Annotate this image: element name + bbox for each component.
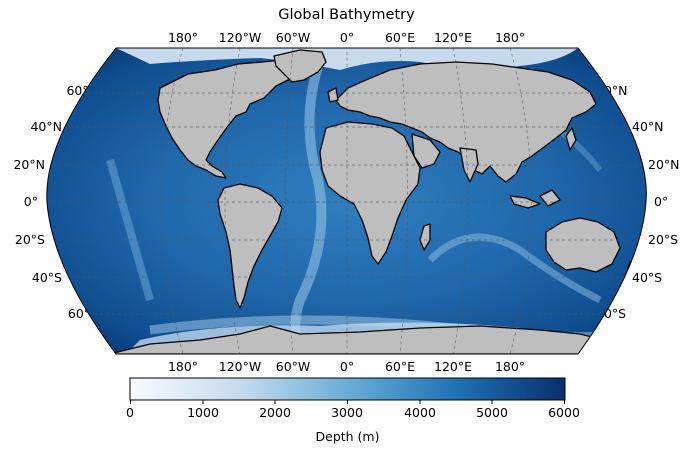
- lon-label-bottom-60w: 60°W: [275, 359, 311, 374]
- lon-label-bottom-180w: 180°: [167, 359, 199, 374]
- lat-label-right-20n: 20°N: [648, 157, 680, 172]
- lat-label-left-40n: 40°N: [30, 119, 62, 134]
- lon-label-bottom-0: 0°: [339, 359, 355, 374]
- lon-label-top-60e: 60°E: [384, 30, 416, 45]
- colorbar-tick-0: 0: [126, 405, 134, 420]
- colorbar-tick-6000: 6000: [548, 405, 580, 420]
- lat-label-left-0: 0°: [23, 194, 38, 209]
- colorbar-tick-3000: 3000: [331, 405, 363, 420]
- lat-label-left-40s: 40°S: [31, 270, 62, 285]
- ocean-area: [46, 48, 647, 354]
- lat-label-right-20s: 20°S: [648, 232, 679, 247]
- colorbar-tick-4000: 4000: [404, 405, 436, 420]
- colorbar-tick-1000: 1000: [187, 405, 219, 420]
- lat-label-left-20s: 20°S: [14, 232, 45, 247]
- lat-label-right-40n: 40°N: [632, 119, 664, 134]
- lon-label-top-180w: 180°: [167, 30, 199, 45]
- lon-label-bottom-180e: 180°: [494, 359, 526, 374]
- lon-label-top-120e: 120°E: [433, 30, 473, 45]
- lat-label-right-40s: 40°S: [632, 270, 663, 285]
- colorbar-tick-2000: 2000: [259, 405, 291, 420]
- lon-label-top-0: 0°: [339, 30, 355, 45]
- lat-label-left-60n: 60°N: [66, 83, 98, 98]
- colorbar-tick-5000: 5000: [476, 405, 508, 420]
- lon-label-bottom-120e: 120°E: [433, 359, 473, 374]
- lat-label-right-60n: 60°N: [596, 83, 628, 98]
- lon-label-top-120w: 120°W: [218, 30, 262, 45]
- lat-label-left-60s: 60°S: [67, 306, 98, 321]
- lon-label-bottom-120w: 120°W: [218, 359, 262, 374]
- lon-label-bottom-60e: 60°E: [384, 359, 416, 374]
- lon-label-top-60w: 60°W: [275, 30, 311, 45]
- lon-label-top-180e: 180°: [494, 30, 526, 45]
- lat-label-left-20n: 20°N: [13, 157, 45, 172]
- lat-label-right-60s: 60°S: [596, 306, 627, 321]
- colorbar-label: Depth (m): [315, 429, 380, 444]
- lat-label-right-0: 0°: [654, 194, 669, 209]
- map-title: Global Bathymetry: [278, 7, 415, 23]
- colorbar: [129, 377, 566, 404]
